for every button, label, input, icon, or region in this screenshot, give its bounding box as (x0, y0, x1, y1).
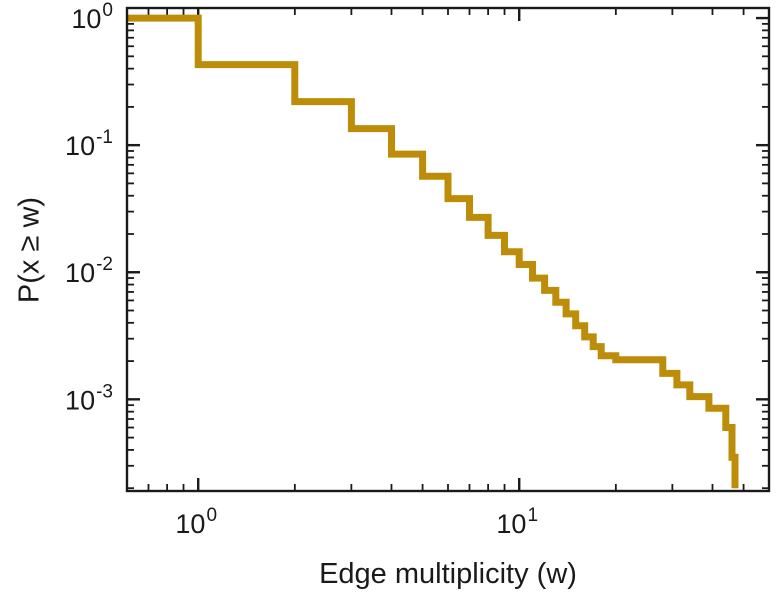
y-axis-label: P(x ≥ w) (13, 196, 46, 304)
x-axis-label: Edge multiplicity (w) (319, 558, 577, 590)
y-tick-label: 10-1 (65, 127, 113, 161)
x-tick-label: 100 (175, 505, 217, 539)
x-tick-label: 101 (496, 505, 538, 539)
plot-border (125, 6, 771, 493)
y-tick-label: 100 (71, 0, 113, 34)
y-tick-label: 10-3 (65, 381, 113, 415)
y-tick-label: 10-2 (65, 254, 113, 288)
ccdf-step-line (127, 14, 739, 489)
